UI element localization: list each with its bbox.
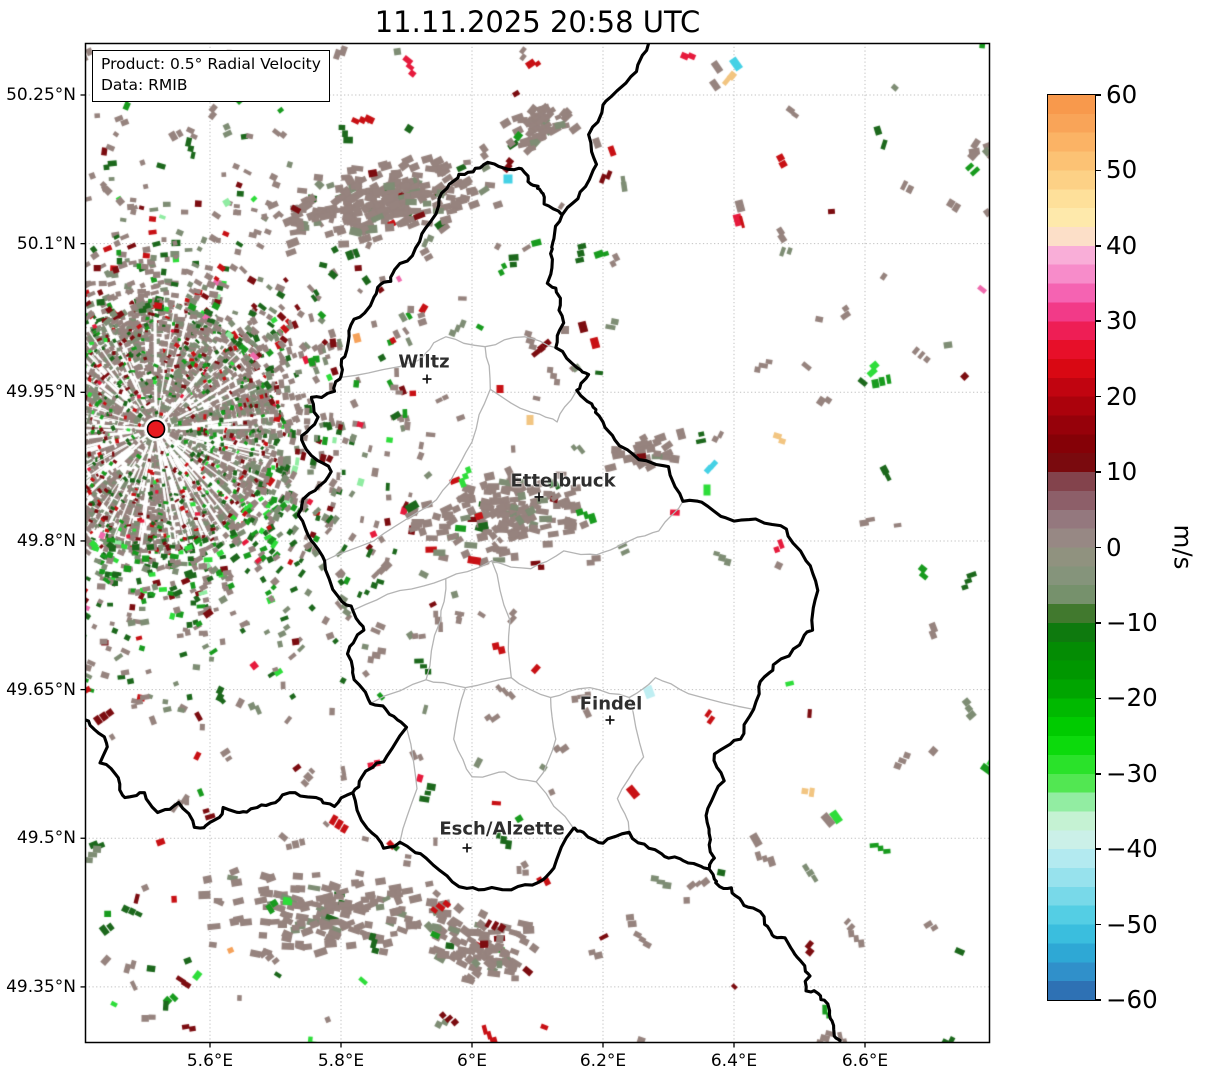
colorbar-tick-mark bbox=[1096, 245, 1101, 247]
colorbar-tick-label: −60 bbox=[1106, 984, 1158, 1014]
colorbar-tick-mark bbox=[1096, 94, 1101, 96]
luxembourg-border bbox=[296, 160, 820, 892]
canton-border bbox=[340, 336, 557, 379]
city-label-ettelbruck: Ettelbruck bbox=[510, 470, 616, 492]
colorbar-tick-label: 40 bbox=[1106, 230, 1138, 260]
colorbar-tick-label: 30 bbox=[1106, 306, 1138, 336]
france-germany-border bbox=[707, 867, 842, 1043]
colorbar-tick-label: −40 bbox=[1106, 834, 1158, 864]
x-tick-label: 6.6°E bbox=[841, 1051, 889, 1071]
colorbar-tick-mark bbox=[1096, 848, 1101, 850]
colorbar-tick-mark bbox=[1096, 169, 1101, 172]
canton-border bbox=[535, 696, 557, 783]
y-tick-label: 49.35°N bbox=[6, 976, 76, 997]
product-info-line: Product: 0.5° Radial Velocity bbox=[101, 55, 321, 73]
canton-border bbox=[491, 560, 512, 679]
y-tick-label: 49.95°N bbox=[6, 382, 76, 403]
colorbar-tick-mark bbox=[1096, 546, 1101, 549]
colorbar-tick-label: 20 bbox=[1106, 381, 1138, 411]
colorbar-tick-label: 50 bbox=[1106, 155, 1138, 185]
canton-border bbox=[425, 577, 447, 681]
y-tick-label: 50.25°N bbox=[6, 85, 76, 105]
y-tick-label: 49.5°N bbox=[16, 828, 76, 849]
x-tick-label: 6.4°E bbox=[710, 1051, 758, 1071]
colorbar-tick-label: −30 bbox=[1106, 758, 1158, 788]
colorbar-tick-mark bbox=[1096, 320, 1101, 323]
product-info-box: Product: 0.5° Radial Velocity Data: RMIB bbox=[92, 50, 330, 102]
colorbar-unit-label: m/s bbox=[1168, 524, 1198, 570]
x-tick-label: 5.8°E bbox=[317, 1051, 365, 1071]
canton-border bbox=[369, 677, 755, 711]
belgium-germany-border bbox=[560, 43, 651, 217]
colorbar-tick-mark bbox=[1096, 395, 1101, 398]
france-belgium-border bbox=[85, 718, 355, 830]
colorbar-tick-mark bbox=[1096, 999, 1101, 1001]
colorbar-tick-mark bbox=[1096, 471, 1101, 473]
colorbar-tick-label: 0 bbox=[1106, 532, 1122, 562]
city-label-findel: Findel bbox=[579, 693, 643, 715]
colorbar-tick-mark bbox=[1096, 622, 1101, 624]
y-tick-label: 49.65°N bbox=[6, 679, 76, 700]
city-label-esch-alzette: Esch/Alzette bbox=[439, 818, 565, 840]
x-tick-label: 5.6°E bbox=[186, 1051, 234, 1071]
colorbar-tick-mark bbox=[1096, 772, 1101, 775]
colorbar-tick-label: −10 bbox=[1106, 607, 1158, 637]
canton-border bbox=[616, 696, 645, 833]
y-tick-label: 50.1°N bbox=[16, 233, 76, 254]
canton-border bbox=[323, 346, 491, 562]
city-label-wiltz: Wiltz bbox=[398, 351, 450, 373]
city-marker bbox=[422, 374, 432, 384]
colorbar-tick-label: −50 bbox=[1106, 909, 1158, 939]
x-tick-label: 6°E bbox=[456, 1051, 488, 1071]
colorbar-tick-mark bbox=[1096, 923, 1101, 926]
y-tick-label: 49.8°N bbox=[16, 530, 76, 551]
city-marker bbox=[605, 715, 615, 725]
colorbar-tick-label: 60 bbox=[1106, 79, 1138, 109]
colorbar-tick-label: −20 bbox=[1106, 683, 1158, 713]
x-tick-label: 6.2°E bbox=[579, 1051, 627, 1071]
data-source-line: Data: RMIB bbox=[101, 76, 188, 95]
city-marker bbox=[534, 492, 544, 502]
city-marker bbox=[462, 843, 472, 853]
colorbar bbox=[1047, 94, 1096, 1001]
canton-border bbox=[471, 771, 575, 829]
radar-site-dot bbox=[146, 419, 166, 439]
canton-border bbox=[399, 726, 418, 843]
colorbar-tick-mark bbox=[1096, 697, 1101, 700]
canton-border bbox=[453, 686, 473, 778]
radar-echo-canvas bbox=[85, 43, 990, 1043]
colorbar-tick-label: 10 bbox=[1106, 456, 1138, 486]
canton-border bbox=[489, 388, 578, 423]
canton-border bbox=[352, 500, 684, 611]
figure-title: 11.11.2025 20:58 UTC bbox=[374, 5, 701, 39]
plot-frame bbox=[84, 42, 991, 1044]
